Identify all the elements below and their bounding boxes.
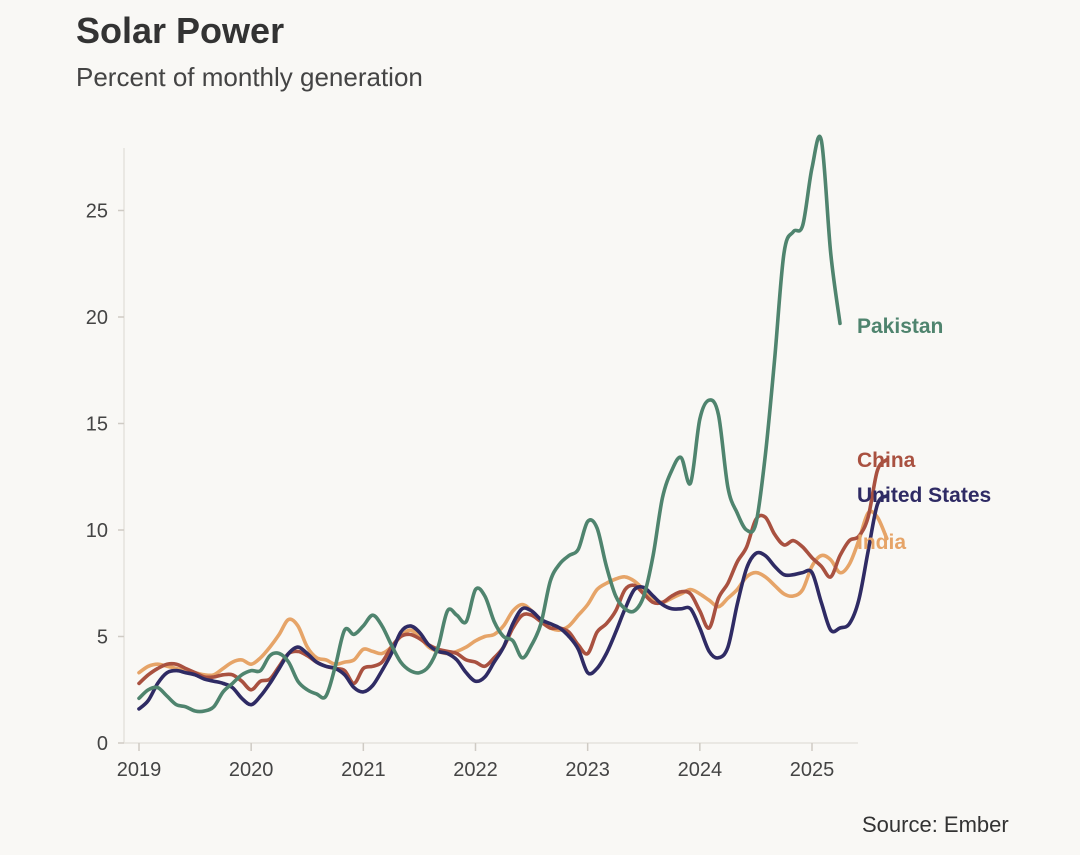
series-labels: India China United States Pakistan [857, 315, 991, 554]
x-tick-label: 2023 [565, 759, 610, 781]
series-label-china: China [857, 449, 916, 472]
x-tick-label: 2022 [453, 759, 498, 781]
series-label-pakistan: Pakistan [857, 315, 943, 338]
series-label-united-states: United States [857, 484, 991, 507]
y-tick-label: 20 [86, 307, 108, 329]
y-tick-label: 10 [86, 520, 108, 542]
x-tick-label: 2025 [790, 759, 835, 781]
x-tick-label: 2021 [341, 759, 386, 781]
series-line-india [137, 509, 889, 678]
y-tick-label: 25 [86, 201, 108, 223]
x-tick-label: 2020 [229, 759, 274, 781]
series-lines [137, 134, 889, 714]
y-tick-label: 0 [97, 733, 108, 755]
y-tick-label: 15 [86, 414, 108, 436]
series-label-india: India [857, 531, 906, 554]
series-line-china [137, 457, 889, 692]
chart-subtitle: Percent of monthly generation [76, 62, 423, 92]
x-tick-label: 2024 [678, 759, 723, 781]
source-note: Source: Ember [862, 812, 1009, 837]
series-line-pakistan [137, 134, 842, 714]
chart-title: Solar Power [76, 10, 285, 51]
series-line-united-states [137, 494, 889, 711]
y-tick-label: 5 [97, 627, 108, 649]
x-tick-label: 2019 [117, 759, 162, 781]
